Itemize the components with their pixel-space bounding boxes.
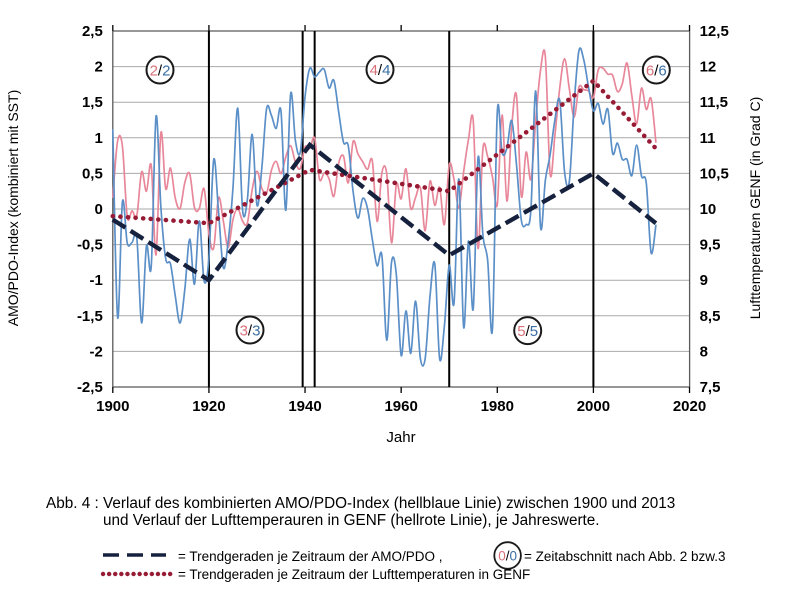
- svg-text:Abb. 4 :: Abb. 4 :: [46, 495, 99, 512]
- svg-text:9: 9: [700, 272, 708, 289]
- svg-text:1940: 1940: [288, 398, 321, 415]
- svg-text:1980: 1980: [481, 398, 514, 415]
- svg-text:10,5: 10,5: [700, 165, 729, 182]
- svg-text:Lufttemperaturen GENF (in Gr: Lufttemperaturen GENF (in Grad C): [747, 97, 763, 320]
- svg-text:-2: -2: [89, 343, 102, 360]
- svg-text:-2,5: -2,5: [77, 379, 103, 396]
- svg-text:0,5: 0,5: [82, 165, 103, 182]
- svg-text:12: 12: [700, 59, 717, 76]
- svg-text:= Trendgeraden je Zeitraum der: = Trendgeraden je Zeitraum der Lufttempe…: [178, 567, 530, 582]
- svg-text:= Trendgeraden je Zeitraum der: = Trendgeraden je Zeitraum der AMO/PDO ,: [178, 549, 443, 564]
- svg-text:und Verlauf der Lufttemperaure: und Verlauf der Lufttemperauren in GENF …: [103, 512, 600, 529]
- svg-text:1,5: 1,5: [82, 94, 103, 111]
- svg-text:8,5: 8,5: [700, 308, 721, 325]
- svg-text:1900: 1900: [96, 398, 129, 415]
- svg-text:0: 0: [94, 201, 102, 218]
- svg-text:2,5: 2,5: [82, 23, 103, 40]
- svg-text:2/2: 2/2: [150, 63, 171, 80]
- svg-text:5/5: 5/5: [517, 323, 538, 340]
- svg-text:0/0: 0/0: [498, 549, 517, 564]
- svg-text:1960: 1960: [384, 398, 417, 415]
- svg-text:12,5: 12,5: [700, 23, 729, 40]
- svg-text:AMO/PDO-Index (kombiniert mit: AMO/PDO-Index (kombiniert mit SST): [5, 90, 21, 327]
- svg-text:2: 2: [94, 59, 102, 76]
- svg-text:Verlauf des kombinierten AMO/P: Verlauf des kombinierten AMO/PDO-Index (…: [103, 495, 675, 512]
- svg-text:1920: 1920: [192, 398, 225, 415]
- svg-text:= Zeitabschnitt nach Abb. 2 bz: = Zeitabschnitt nach Abb. 2 bzw.3: [524, 549, 726, 564]
- svg-text:11,5: 11,5: [700, 94, 728, 111]
- svg-text:11: 11: [700, 130, 716, 147]
- svg-text:2020: 2020: [673, 398, 706, 415]
- svg-text:-1: -1: [89, 272, 102, 289]
- svg-text:6/6: 6/6: [646, 63, 667, 80]
- svg-text:-0,5: -0,5: [77, 237, 103, 254]
- svg-text:9,5: 9,5: [700, 237, 721, 254]
- svg-text:4/4: 4/4: [370, 62, 391, 79]
- svg-text:Jahr: Jahr: [386, 429, 415, 446]
- svg-text:10: 10: [700, 201, 717, 218]
- svg-text:8: 8: [700, 343, 708, 360]
- svg-text:3/3: 3/3: [240, 323, 261, 340]
- svg-text:2000: 2000: [577, 398, 610, 415]
- svg-text:-1,5: -1,5: [77, 308, 103, 325]
- svg-text:7,5: 7,5: [700, 379, 721, 396]
- svg-text:1: 1: [94, 130, 102, 147]
